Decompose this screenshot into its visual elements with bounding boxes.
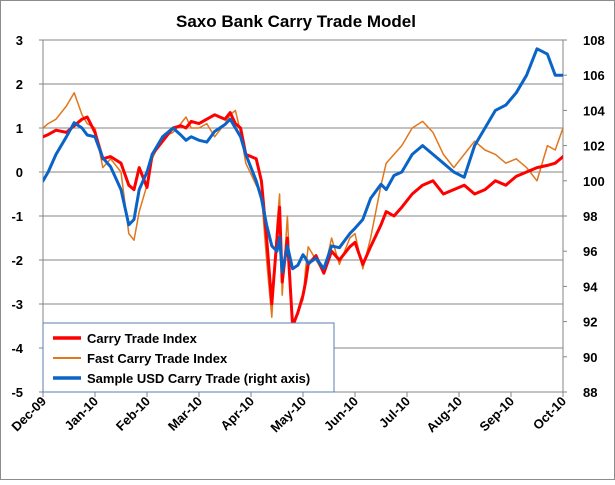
legend-label: Sample USD Carry Trade (right axis) — [87, 371, 310, 386]
legend-box — [42, 322, 335, 393]
chart-title: Saxo Bank Carry Trade Model — [176, 12, 416, 31]
right-axis-tick-label: 100 — [583, 174, 605, 189]
left-axis-tick-label: -5 — [11, 385, 23, 400]
right-axis-tick-label: 104 — [583, 103, 605, 118]
legend-label: Carry Trade Index — [87, 331, 198, 346]
right-axis-tick-label: 96 — [583, 244, 597, 259]
left-axis-tick-label: -4 — [11, 341, 23, 356]
right-axis-tick-label: 98 — [583, 209, 597, 224]
left-axis-tick-label: -1 — [11, 209, 23, 224]
right-axis-tick-label: 106 — [583, 68, 605, 83]
left-axis-tick-label: 1 — [16, 121, 23, 136]
left-axis-tick-label: 0 — [16, 165, 23, 180]
right-axis-tick-label: 90 — [583, 350, 597, 365]
legend-label: Fast Carry Trade Index — [87, 351, 228, 366]
left-axis-tick-label: 2 — [16, 77, 23, 92]
right-axis-tick-label: 102 — [583, 139, 605, 154]
left-axis-tick-label: 3 — [16, 33, 23, 48]
left-axis-tick-label: -2 — [11, 253, 23, 268]
right-axis-tick-label: 92 — [583, 315, 597, 330]
right-axis-tick-label: 88 — [583, 385, 597, 400]
left-axis-tick-label: -3 — [11, 297, 23, 312]
series-line-sample-usd-carry-trade — [43, 47, 563, 274]
legend: Carry Trade Index Fast Carry Trade Index S… — [42, 322, 335, 393]
right-axis-tick-label: 108 — [583, 33, 605, 48]
right-axis-tick-label: 94 — [583, 279, 598, 294]
